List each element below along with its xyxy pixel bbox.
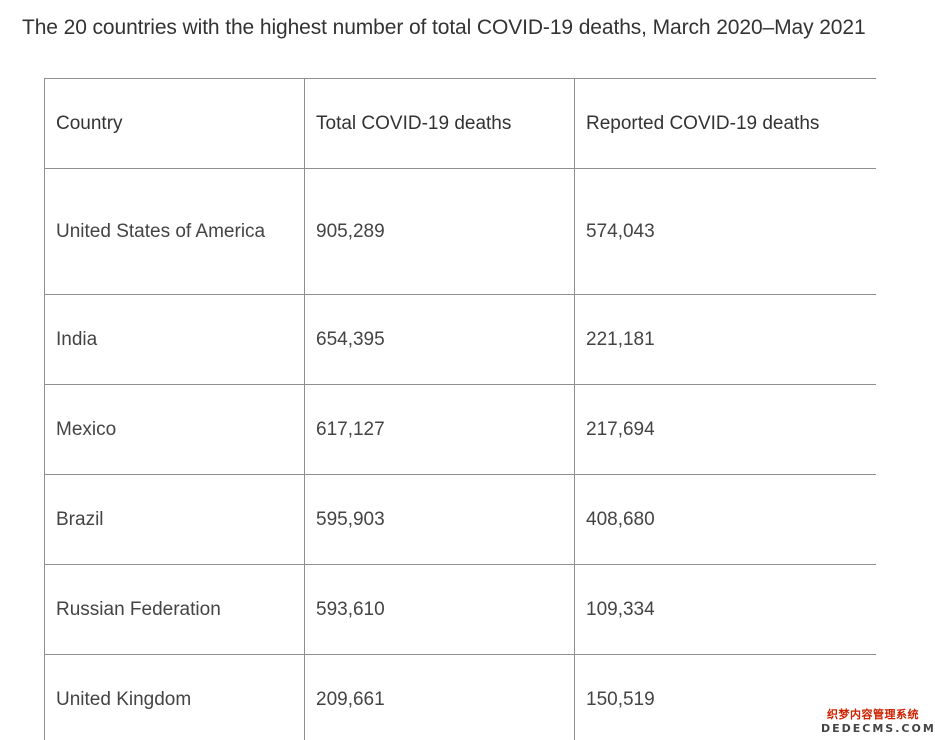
cell-country: United States of America [44,168,305,295]
watermark-text-en: DEDECMS.COM [821,722,935,735]
table-row: Russian Federation 593,610 109,334 [44,564,876,655]
header-reported-deaths: Reported COVID-19 deaths [574,78,876,169]
cell-reported-deaths: 109,334 [574,564,876,655]
cell-country: United Kingdom [44,654,305,740]
cell-country: Russian Federation [44,564,305,655]
table-row: Brazil 595,903 408,680 [44,474,876,565]
cell-total-deaths: 209,661 [304,654,575,740]
covid-deaths-table: Country Total COVID-19 deaths Reported C… [44,78,876,740]
table-row: United States of America 905,289 574,043 [44,168,876,295]
cell-country: India [44,294,305,385]
cell-total-deaths: 595,903 [304,474,575,565]
cell-reported-deaths: 574,043 [574,168,876,295]
table-row: United Kingdom 209,661 150,519 [44,654,876,740]
cell-country: Mexico [44,384,305,475]
covid-deaths-table-container: Country Total COVID-19 deaths Reported C… [44,78,876,740]
watermark-text-cn: 织梦内容管理系统 [827,708,919,721]
header-country: Country [44,78,305,169]
page-title: The 20 countries with the highest number… [22,16,866,39]
table-row: India 654,395 221,181 [44,294,876,385]
cell-country: Brazil [44,474,305,565]
cell-total-deaths: 654,395 [304,294,575,385]
cell-reported-deaths: 217,694 [574,384,876,475]
cell-reported-deaths: 221,181 [574,294,876,385]
table-row: Mexico 617,127 217,694 [44,384,876,475]
cell-total-deaths: 617,127 [304,384,575,475]
cell-total-deaths: 905,289 [304,168,575,295]
site-watermark: 织梦内容管理系统 DEDECMS.COM [821,708,935,736]
cell-reported-deaths: 408,680 [574,474,876,565]
cell-total-deaths: 593,610 [304,564,575,655]
header-total-deaths: Total COVID-19 deaths [304,78,575,169]
table-header-row: Country Total COVID-19 deaths Reported C… [44,78,876,169]
